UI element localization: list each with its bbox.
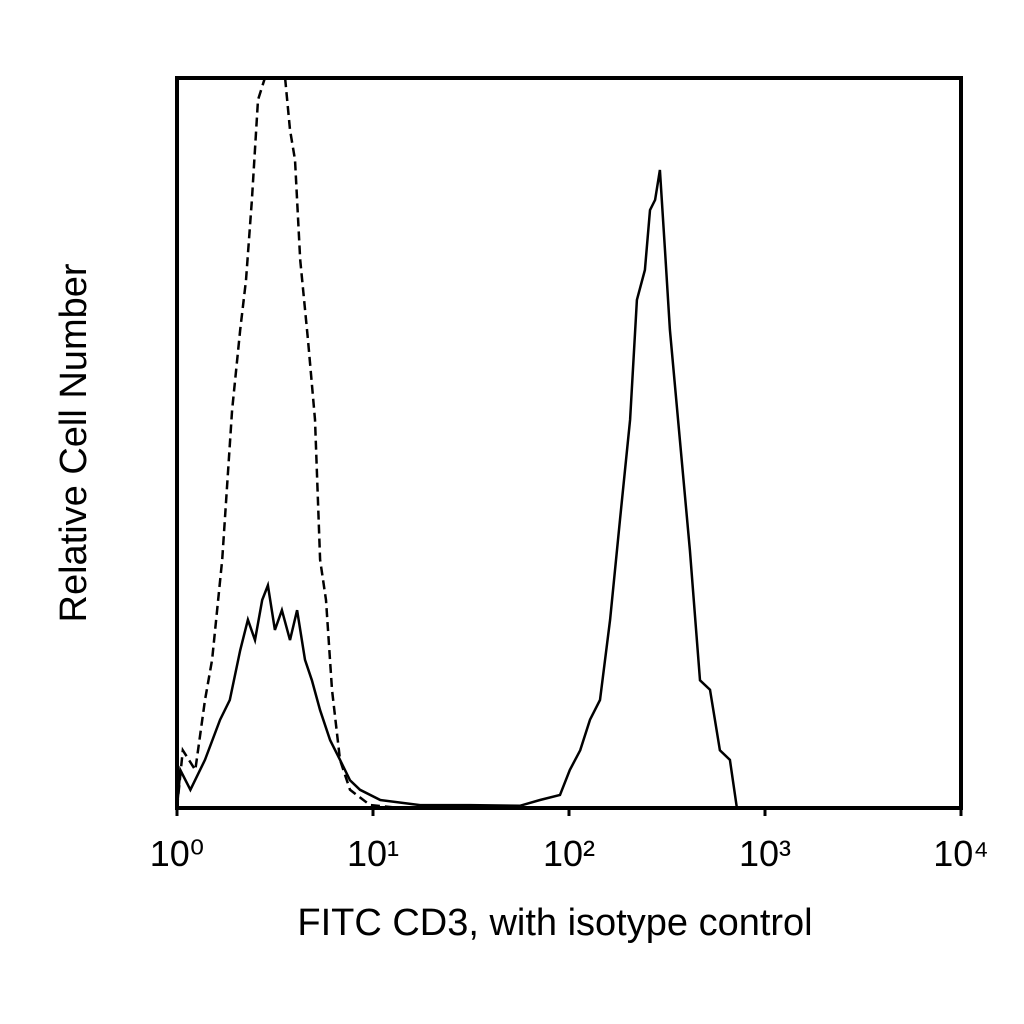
y-axis-label: Relative Cell Number <box>53 263 95 622</box>
histogram-line <box>177 169 760 808</box>
x-tick-label: 10⁰ <box>150 833 204 874</box>
x-tick-label: 10⁴ <box>933 833 989 874</box>
x-axis-label: FITC CD3, with isotype control <box>297 902 812 944</box>
x-tick-label: 10² <box>543 833 595 874</box>
x-tick-label: 10¹ <box>347 833 399 874</box>
histogram-line <box>177 78 400 808</box>
plot-frame <box>175 76 963 810</box>
x-tick-label: 10³ <box>739 833 791 874</box>
